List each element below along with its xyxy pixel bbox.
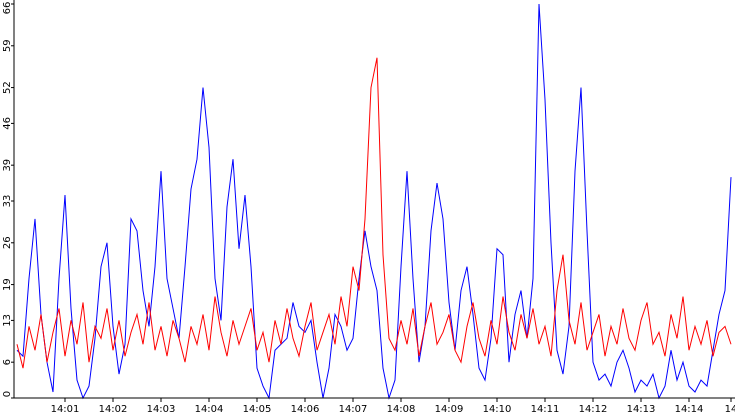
y-tick-label: 39 [2, 159, 13, 172]
x-tick-label: 14:10 [483, 404, 512, 415]
y-tick-label: 6 [2, 359, 13, 365]
x-tick-label: 14:05 [243, 404, 272, 415]
x-tick-label: 14:13 [627, 404, 656, 415]
y-tick-label: 19 [2, 278, 13, 291]
x-tick-label: 14:11 [531, 404, 560, 415]
x-tick-label: 14:14 [675, 404, 704, 415]
x-tick-label: 14:02 [99, 404, 128, 415]
y-tick-label: 13 [2, 314, 13, 327]
x-tick-label: 14:08 [387, 404, 416, 415]
y-tick-label: 59 [2, 39, 13, 52]
y-tick-label: 0 [2, 391, 13, 397]
x-tick-label: 14:06 [291, 404, 320, 415]
y-tick-label: 46 [2, 117, 13, 130]
x-tick-label: 14:01 [51, 404, 80, 415]
series-line [16, 3, 732, 400]
y-tick-label: 26 [2, 236, 13, 249]
x-tick-label: 14 [725, 404, 735, 415]
x-tick-label: 14:07 [339, 404, 368, 415]
x-tick-label: 14:04 [195, 404, 224, 415]
x-tick-label: 14:03 [147, 404, 176, 415]
y-tick-label: 52 [2, 81, 13, 94]
y-tick-label: 33 [2, 195, 13, 208]
series-line [16, 57, 732, 369]
x-tick-label: 14:09 [435, 404, 464, 415]
y-tick-label: 66 [2, 2, 13, 15]
x-tick-label: 14:12 [579, 404, 608, 415]
